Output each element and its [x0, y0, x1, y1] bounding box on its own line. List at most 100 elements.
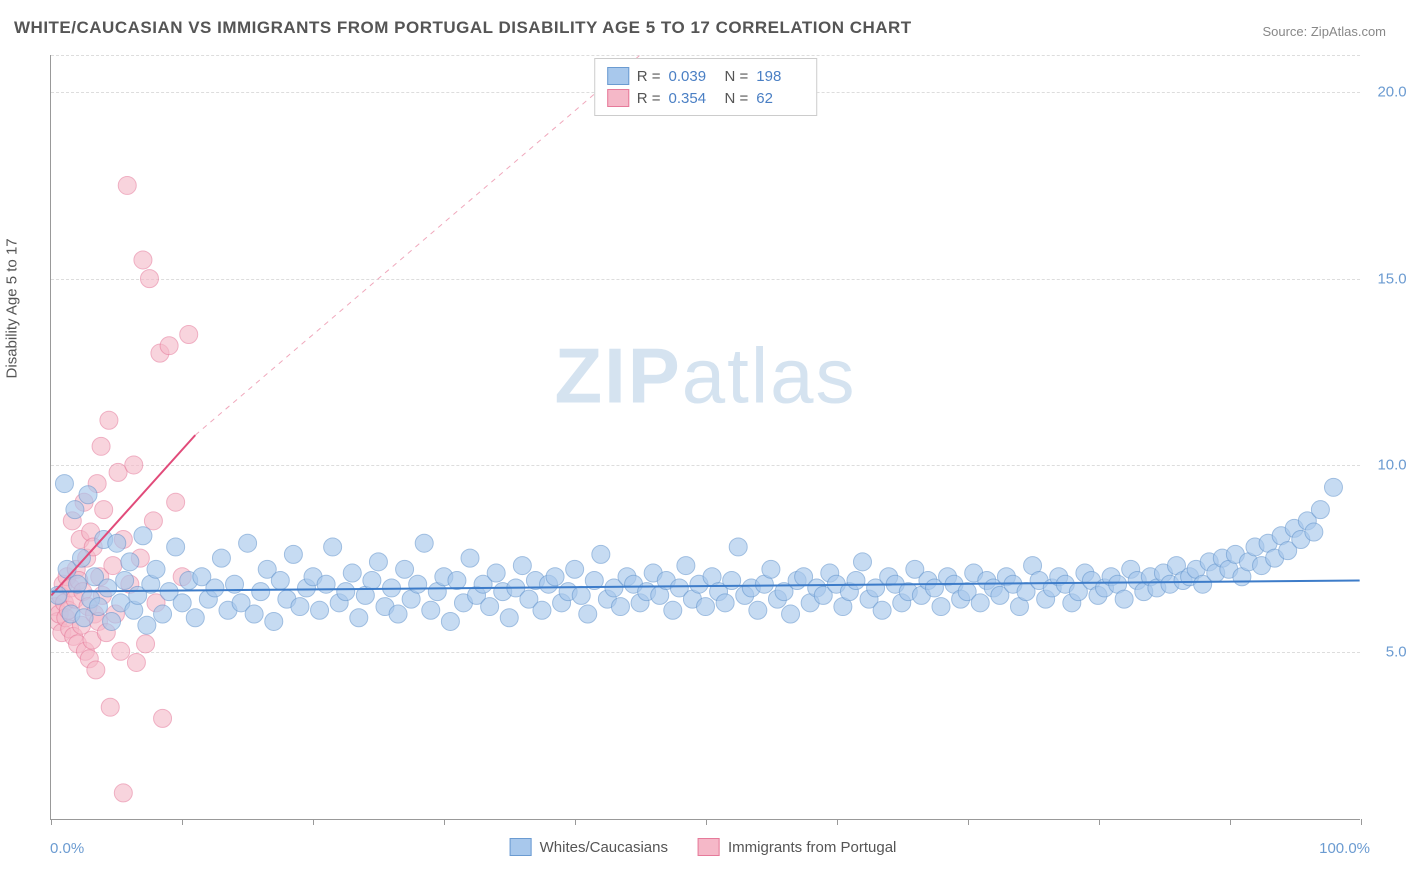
scatter-point [697, 598, 715, 616]
swatch-series-1 [607, 89, 629, 107]
x-tick [1361, 819, 1362, 825]
scatter-point [611, 598, 629, 616]
scatter-point [100, 411, 118, 429]
scatter-point [481, 598, 499, 616]
scatter-point [265, 612, 283, 630]
swatch-legend-1 [698, 838, 720, 856]
scatter-point [579, 605, 597, 623]
scatter-point [1324, 478, 1342, 496]
scatter-point [140, 270, 158, 288]
y-axis-title: Disability Age 5 to 17 [4, 238, 21, 378]
scatter-point [252, 583, 270, 601]
scatter-point [729, 538, 747, 556]
scatter-point [782, 605, 800, 623]
scatter-point [396, 560, 414, 578]
scatter-point [716, 594, 734, 612]
x-tick [1099, 819, 1100, 825]
scatter-point [108, 534, 126, 552]
x-tick [51, 819, 52, 825]
scatter-point [461, 549, 479, 567]
scatter-point [749, 601, 767, 619]
swatch-legend-0 [510, 838, 532, 856]
legend-label-0: Whites/Caucasians [540, 839, 668, 856]
scatter-point [87, 661, 105, 679]
scatter-point [546, 568, 564, 586]
scatter-point [284, 545, 302, 563]
scatter-point [762, 560, 780, 578]
legend-item-0: Whites/Caucasians [510, 838, 668, 856]
legend-stats-row-0: R = 0.039 N = 198 [607, 65, 805, 87]
scatter-point [154, 605, 172, 623]
scatter-point [127, 653, 145, 671]
r-label: R = [637, 90, 661, 107]
scatter-point [448, 571, 466, 589]
legend-stats-row-1: R = 0.354 N = 62 [607, 87, 805, 109]
scatter-point [533, 601, 551, 619]
regression-ext-1 [195, 55, 640, 435]
x-tick [575, 819, 576, 825]
scatter-point [212, 549, 230, 567]
scatter-point [291, 598, 309, 616]
n-value-0: 198 [756, 68, 804, 85]
scatter-point [572, 586, 590, 604]
legend-item-1: Immigrants from Portugal [698, 838, 896, 856]
scatter-point [415, 534, 433, 552]
legend-bottom: Whites/Caucasians Immigrants from Portug… [510, 838, 897, 856]
scatter-point [337, 583, 355, 601]
source-label: Source: ZipAtlas.com [1262, 24, 1386, 39]
scatter-point [271, 571, 289, 589]
x-tick [1230, 819, 1231, 825]
scatter-point [664, 601, 682, 619]
n-label: N = [725, 68, 749, 85]
scatter-point [118, 176, 136, 194]
x-tick [837, 819, 838, 825]
y-tick-label: 5.0% [1365, 644, 1406, 661]
x-axis-min-label: 0.0% [50, 840, 84, 857]
n-value-1: 62 [756, 90, 804, 107]
scatter-point [441, 612, 459, 630]
scatter-point [206, 579, 224, 597]
scatter-point [409, 575, 427, 593]
scatter-point [311, 601, 329, 619]
scatter-point [79, 486, 97, 504]
scatter-point [51, 586, 67, 604]
scatter-point [101, 698, 119, 716]
plot-area: ZIPatlas R = 0.039 N = 198 R = 0.354 N =… [50, 55, 1360, 820]
scatter-point [138, 616, 156, 634]
scatter-point [592, 545, 610, 563]
scatter-point [389, 605, 407, 623]
r-label: R = [637, 68, 661, 85]
scatter-point [112, 642, 130, 660]
scatter-point [239, 534, 257, 552]
scatter-point [350, 609, 368, 627]
scatter-point [369, 553, 387, 571]
scatter-point [92, 437, 110, 455]
scatter-point [89, 598, 107, 616]
scatter-point [324, 538, 342, 556]
scatter-point [134, 527, 152, 545]
scatter-point [144, 512, 162, 530]
legend-stats: R = 0.039 N = 198 R = 0.354 N = 62 [594, 58, 818, 116]
scatter-point [160, 337, 178, 355]
scatter-point [847, 571, 865, 589]
scatter-point [114, 784, 132, 802]
scatter-point [677, 557, 695, 575]
n-label: N = [725, 90, 749, 107]
scatter-point [121, 553, 139, 571]
scatter-point [500, 609, 518, 627]
scatter-point [566, 560, 584, 578]
scatter-point [180, 326, 198, 344]
scatter-point [173, 594, 191, 612]
scatter-point [422, 601, 440, 619]
scatter-point [932, 598, 950, 616]
scatter-point [317, 575, 335, 593]
scatter-point [72, 549, 90, 567]
scatter-point [1115, 590, 1133, 608]
x-tick [968, 819, 969, 825]
scatter-point [103, 612, 121, 630]
scatter-point [167, 538, 185, 556]
scatter-point [116, 571, 134, 589]
scatter-point [55, 475, 73, 493]
scatter-point [1305, 523, 1323, 541]
legend-label-1: Immigrants from Portugal [728, 839, 896, 856]
